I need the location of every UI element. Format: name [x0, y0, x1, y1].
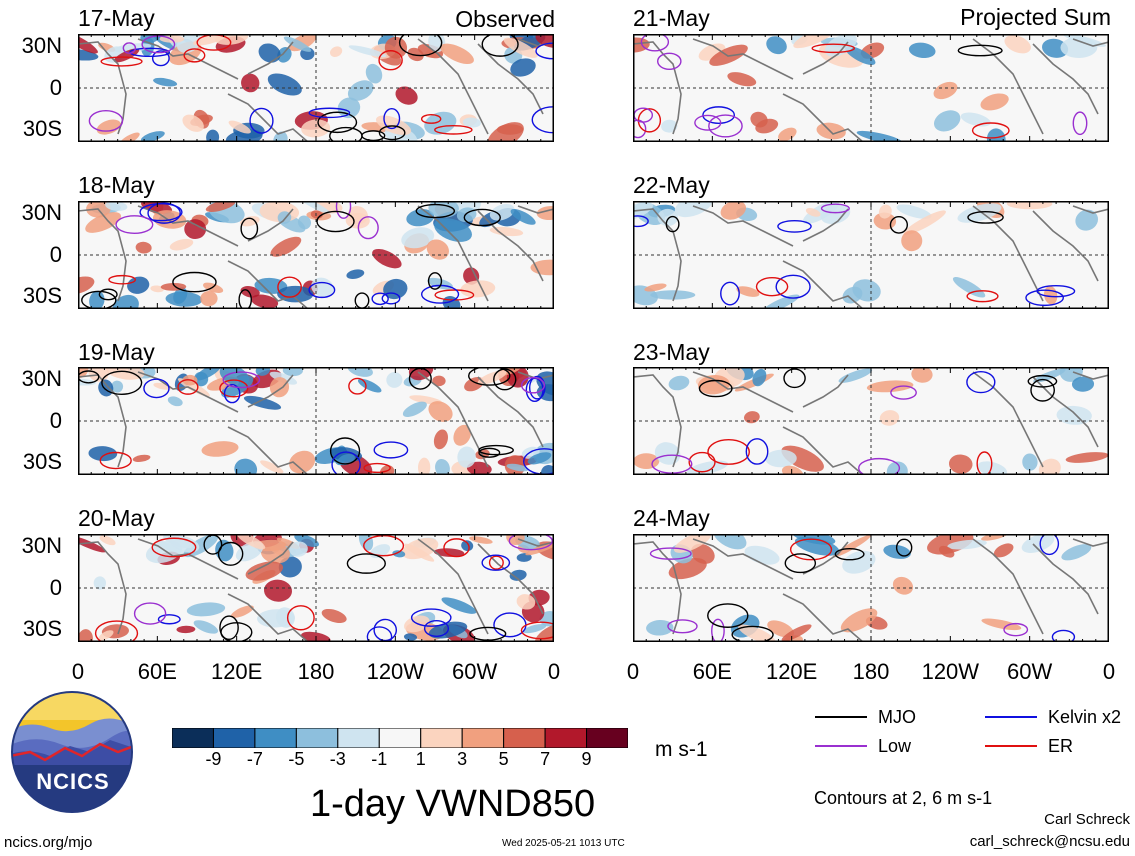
x-tick-label: 60W: [452, 659, 498, 684]
observed-label: Observed: [455, 6, 555, 32]
panel-date: 22-May: [633, 172, 710, 198]
colorbar-swatch: [378, 728, 422, 748]
contour-note: Contours at 2, 6 m s-1: [814, 788, 993, 808]
colorbar: [172, 728, 628, 748]
legend-label: MJO: [878, 707, 916, 727]
footer-url[interactable]: ncics.org/mjo: [4, 834, 93, 851]
x-tick-label: 60E: [692, 659, 732, 684]
x-tick-label: 180: [852, 659, 890, 684]
x-tick-label: 120W: [366, 659, 425, 684]
footer-email[interactable]: carl_schreck@ncsu.edu: [969, 833, 1130, 850]
x-tick-label: 120E: [765, 659, 818, 684]
x-tick-label: 60W: [1007, 659, 1053, 684]
projected-sum-label: Projected Sum: [960, 4, 1111, 30]
legend-label: Kelvin x2: [1048, 707, 1122, 727]
map-panel-projected-3: [633, 367, 1109, 475]
colorbar-tick-label: -5: [288, 749, 305, 769]
legend-label: ER: [1048, 736, 1074, 756]
legend-line: [815, 716, 867, 718]
y-tick-label: 0: [49, 575, 62, 600]
x-tick-label: 0: [71, 659, 85, 684]
colorbar-tick-label: 5: [498, 749, 509, 769]
y-tick-label: 0: [49, 75, 62, 100]
legend-line: [985, 745, 1037, 747]
colorbar-swatch: [212, 728, 256, 748]
y-tick-label: 0: [49, 242, 62, 267]
map-panel-observed-4: [78, 534, 554, 642]
colorbar-swatch: [544, 728, 588, 748]
y-tick-label: 30N: [21, 365, 62, 391]
ncics-logo: [11, 691, 133, 813]
chart-title: 1-day VWND850: [310, 783, 596, 825]
map-panel-projected-1: [633, 34, 1109, 142]
legend-line: [815, 745, 867, 747]
x-tick-label: 0: [547, 659, 561, 684]
colorbar-swatch: [295, 728, 339, 748]
x-tick-label: 180: [297, 659, 335, 684]
colorbar-swatch: [586, 728, 628, 748]
colorbar-swatch: [337, 728, 380, 748]
x-tick-label: 120W: [921, 659, 980, 684]
map-panel-observed-3: [78, 367, 554, 475]
y-tick-label: 30N: [21, 32, 62, 58]
x-tick-label: 120E: [210, 659, 263, 684]
panel-date: 17-May: [78, 5, 155, 31]
panel-date: 21-May: [633, 5, 710, 31]
colorbar-tick-label: -7: [246, 749, 263, 769]
colorbar-swatch: [254, 728, 297, 748]
footer-author: Carl Schreck: [1044, 811, 1130, 828]
panel-date: 24-May: [633, 505, 710, 531]
y-tick-label: 30N: [21, 532, 62, 558]
colorbar-tick-label: 9: [581, 749, 592, 769]
y-tick-label: 30S: [22, 449, 62, 475]
x-tick-label: 0: [1102, 659, 1116, 684]
logo-text: NCICS: [36, 769, 110, 794]
colorbar-swatch: [172, 728, 214, 748]
colorbar-tick-label: -9: [205, 749, 222, 769]
x-tick-label: 60E: [137, 659, 177, 684]
colorbar-units: m s-1: [655, 738, 708, 761]
map-panel-projected-4: [633, 534, 1109, 642]
panel-date: 23-May: [633, 339, 710, 365]
y-tick-label: 30S: [22, 116, 62, 142]
colorbar-tick-label: -1: [371, 749, 388, 769]
colorbar-swatch: [420, 728, 463, 748]
map-panel-projected-2: [633, 201, 1109, 309]
y-tick-label: 30S: [22, 283, 62, 309]
panel-date: 19-May: [78, 339, 155, 365]
map-panel-observed-2: [78, 201, 554, 309]
y-tick-label: 30N: [21, 199, 62, 225]
footer-timestamp: Wed 2025-05-21 1013 UTC: [502, 838, 625, 849]
y-tick-label: 30S: [22, 616, 62, 642]
legend-label: Low: [878, 736, 912, 756]
map-panel-observed-1: [78, 34, 554, 142]
colorbar-tick-label: 7: [540, 749, 551, 769]
colorbar-tick-label: 1: [415, 749, 426, 769]
panel-date: 20-May: [78, 505, 155, 531]
colorbar-swatch: [503, 728, 546, 748]
colorbar-swatch: [461, 728, 505, 748]
colorbar-tick-label: 3: [457, 749, 468, 769]
colorbar-tick-label: -3: [329, 749, 346, 769]
panel-date: 18-May: [78, 172, 155, 198]
y-tick-label: 0: [49, 408, 62, 433]
legend-line: [985, 716, 1037, 718]
x-tick-label: 0: [626, 659, 640, 684]
